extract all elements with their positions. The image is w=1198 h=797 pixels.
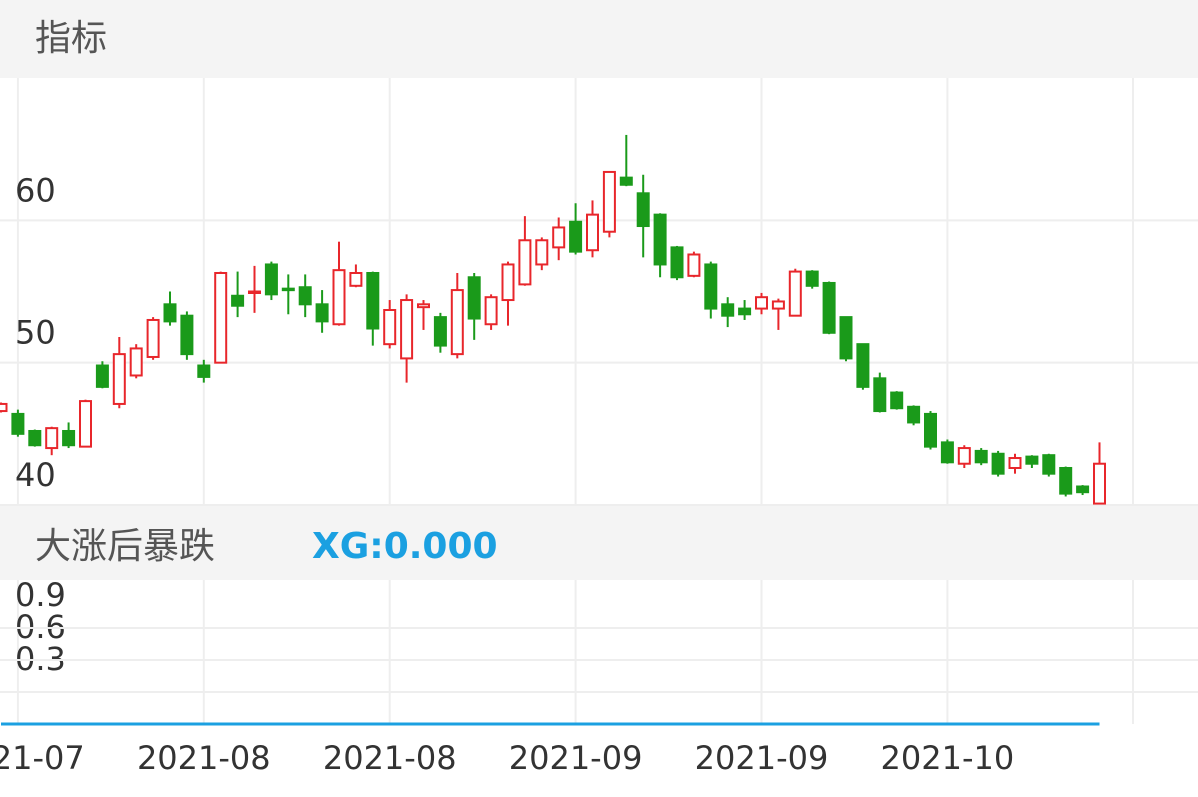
candle-body bbox=[501, 263, 515, 302]
candle-body bbox=[856, 343, 870, 388]
candle-body bbox=[11, 412, 25, 435]
candle-body bbox=[62, 429, 76, 447]
candle-body bbox=[704, 263, 718, 310]
candle-body bbox=[1008, 457, 1022, 469]
candle-body bbox=[214, 271, 228, 364]
candle-body bbox=[1042, 454, 1056, 475]
candle-body bbox=[788, 270, 802, 317]
candle-body bbox=[907, 405, 921, 424]
candle-body bbox=[417, 303, 430, 309]
x-tick-label: 2021-09 bbox=[695, 739, 829, 777]
candle-body bbox=[839, 316, 853, 360]
y-tick-label: 0.9 bbox=[15, 576, 66, 614]
candle-body bbox=[383, 309, 397, 346]
candle-body bbox=[298, 286, 312, 306]
panel-title: 指标 bbox=[35, 18, 107, 59]
candle-body bbox=[873, 377, 887, 413]
candle-body bbox=[79, 400, 92, 448]
candle-body bbox=[231, 294, 245, 307]
candle-body bbox=[619, 176, 633, 186]
candle-body bbox=[1059, 466, 1073, 495]
candle-body bbox=[400, 299, 414, 360]
candle-body bbox=[653, 213, 667, 266]
candle-body bbox=[805, 270, 819, 287]
candle-body bbox=[940, 441, 954, 464]
candle-body bbox=[129, 347, 143, 377]
candle-body bbox=[991, 452, 1005, 475]
candle-body bbox=[450, 289, 464, 356]
candle-body bbox=[924, 412, 937, 448]
candle-body bbox=[349, 271, 363, 287]
x-tick-label: 2021-10 bbox=[881, 739, 1015, 777]
candle-body bbox=[687, 253, 701, 277]
candle-body bbox=[197, 364, 211, 378]
candle-body bbox=[569, 220, 583, 253]
x-tick-label: 2021-07 bbox=[0, 739, 85, 777]
y-tick-label: 50 bbox=[15, 314, 56, 352]
candle-body bbox=[552, 226, 566, 249]
indicator-bar bbox=[0, 506, 1198, 580]
y-tick-label: 40 bbox=[15, 456, 56, 494]
x-tick-label: 2021-09 bbox=[509, 739, 643, 777]
candle-body bbox=[0, 402, 8, 413]
candle-body bbox=[738, 307, 752, 316]
candle-body bbox=[670, 246, 684, 279]
candle-body bbox=[822, 281, 836, 334]
candle-body bbox=[957, 447, 971, 465]
candle-body bbox=[484, 296, 498, 326]
header-bar bbox=[0, 0, 1198, 78]
candle-body bbox=[264, 263, 278, 296]
candle-body bbox=[1076, 485, 1090, 494]
candle-body bbox=[248, 290, 261, 294]
indicator-title: 大涨后暴跌 bbox=[35, 526, 215, 567]
x-tick-label: 2021-08 bbox=[323, 739, 457, 777]
candle-body bbox=[28, 429, 42, 447]
candle-body bbox=[974, 449, 988, 464]
y-tick-label: 60 bbox=[15, 171, 56, 209]
candle-body bbox=[636, 192, 650, 228]
candle-body bbox=[890, 391, 904, 410]
candle-body bbox=[1093, 462, 1106, 505]
candle-body bbox=[315, 303, 329, 323]
candle-body bbox=[146, 318, 160, 358]
indicator-value: XG:0.000 bbox=[312, 526, 498, 567]
candle-body bbox=[721, 303, 735, 317]
candle-body bbox=[755, 296, 768, 310]
candle-body bbox=[332, 269, 346, 326]
candle-body bbox=[45, 427, 59, 450]
x-tick-label: 2021-08 bbox=[137, 739, 271, 777]
candle-body bbox=[535, 239, 549, 266]
candle-body bbox=[1025, 455, 1039, 465]
candle-body bbox=[602, 170, 616, 233]
candle-body bbox=[586, 213, 599, 252]
candle-body bbox=[518, 239, 532, 286]
candle-body bbox=[112, 353, 126, 405]
candle-body bbox=[281, 287, 295, 292]
candle-body bbox=[771, 300, 785, 310]
candle-body bbox=[467, 276, 481, 320]
candle-body bbox=[433, 316, 447, 347]
candle-body bbox=[163, 303, 177, 323]
candle-body bbox=[180, 314, 194, 356]
candle-body bbox=[95, 364, 109, 388]
candle-body bbox=[366, 271, 380, 330]
